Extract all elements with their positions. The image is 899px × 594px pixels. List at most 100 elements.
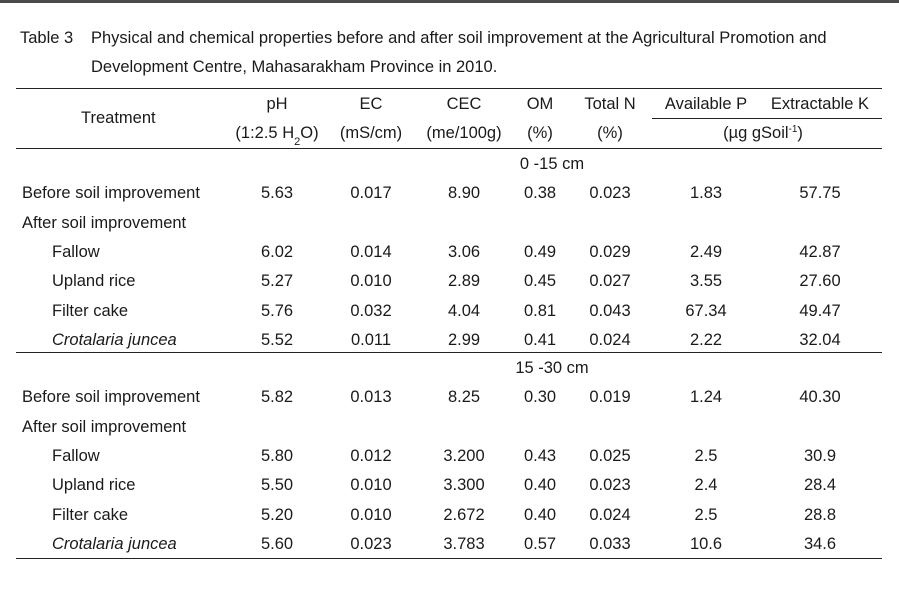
header-om: OM	[526, 95, 554, 113]
header-bottom-rule	[16, 148, 882, 149]
value-cell: 0.043	[589, 301, 631, 320]
value-cell: 0.014	[350, 242, 392, 261]
top-border-line	[0, 0, 899, 3]
value-cell: 0.032	[350, 301, 392, 320]
header-pk-unit: (µg gSoil-1)	[723, 123, 803, 146]
value-cell: 5.80	[260, 446, 294, 465]
treatment-cell: Upland rice	[52, 476, 136, 495]
value-cell: 1.24	[689, 388, 723, 407]
value-cell: 0.30	[523, 388, 557, 407]
value-cell: 3.06	[447, 242, 481, 261]
value-cell: 0.41	[523, 330, 557, 349]
value-cell: 4.04	[447, 301, 481, 320]
treatment-cell: Filter cake	[52, 505, 129, 524]
header-ec: EC	[359, 95, 383, 113]
value-cell: 0.010	[350, 476, 392, 495]
value-cell: 5.63	[260, 184, 294, 203]
value-cell: 2.89	[447, 272, 481, 291]
value-cell: 28.8	[803, 505, 837, 524]
value-cell: 2.4	[694, 476, 718, 495]
value-cell: 0.029	[589, 242, 631, 261]
value-cell: 0.024	[589, 505, 631, 524]
pk-unit-superscript: -1	[788, 124, 798, 135]
value-cell: 0.49	[523, 242, 557, 261]
value-cell: 5.60	[260, 534, 294, 553]
value-cell: 0.027	[589, 272, 631, 291]
value-cell: 34.6	[803, 534, 837, 553]
value-cell: 10.6	[689, 534, 723, 553]
value-cell: 5.27	[260, 272, 294, 291]
treatment-cell: Fallow	[52, 446, 100, 465]
value-cell: 1.83	[689, 184, 723, 203]
value-cell: 0.57	[523, 534, 557, 553]
header-ec-unit: (mS/cm)	[339, 124, 403, 142]
section-depth-label: 0 -15 cm	[519, 155, 585, 173]
value-cell: 0.81	[523, 301, 557, 320]
header-available-p: Available P	[664, 95, 748, 113]
header-treatment: Treatment	[81, 109, 156, 127]
value-cell: 0.023	[589, 476, 631, 495]
treatment-cell: After soil improvement	[22, 213, 187, 232]
value-cell: 5.20	[260, 505, 294, 524]
value-cell: 30.9	[803, 446, 837, 465]
table-label: Table 3	[20, 29, 74, 47]
treatment-cell: Crotalaria juncea	[52, 330, 177, 349]
header-cec-unit: (me/100g)	[426, 124, 502, 142]
value-cell: 49.47	[799, 301, 841, 320]
value-cell: 57.75	[799, 184, 841, 203]
caption-line-1: Physical and chemical properties before …	[91, 29, 827, 47]
pk-group-rule	[652, 118, 882, 119]
value-cell: 0.023	[589, 184, 631, 203]
treatment-cell: Before soil improvement	[22, 388, 200, 407]
value-cell: 2.5	[694, 446, 718, 465]
value-cell: 0.40	[523, 476, 557, 495]
value-cell: 2.672	[443, 505, 485, 524]
treatment-cell: After soil improvement	[22, 417, 187, 436]
table-bottom-rule	[16, 558, 882, 559]
pk-unit-tail: )	[797, 124, 803, 142]
value-cell: 0.025	[589, 446, 631, 465]
header-cec: CEC	[446, 95, 482, 113]
value-cell: 2.5	[694, 505, 718, 524]
value-cell: 0.017	[350, 184, 392, 203]
ph-unit-text: (1:2.5 H	[235, 124, 295, 142]
value-cell: 0.010	[350, 272, 392, 291]
header-ph: pH	[266, 95, 288, 113]
header-ph-unit: (1:2.5 H2O)	[235, 123, 319, 148]
value-cell: 0.013	[350, 388, 392, 407]
value-cell: 0.011	[350, 330, 392, 349]
treatment-cell: Upland rice	[52, 272, 136, 291]
value-cell: 6.02	[260, 242, 294, 261]
treatment-cell: Filter cake	[52, 301, 129, 320]
value-cell: 28.4	[803, 476, 837, 495]
header-total-n: Total N	[584, 95, 636, 113]
value-cell: 0.033	[589, 534, 631, 553]
value-cell: 3.200	[443, 446, 485, 465]
header-total-n-unit: (%)	[597, 124, 623, 142]
header-om-unit: (%)	[527, 124, 553, 142]
value-cell: 3.783	[443, 534, 485, 553]
value-cell: 3.55	[689, 272, 723, 291]
treatment-cell: Crotalaria juncea	[52, 534, 177, 553]
value-cell: 5.52	[260, 330, 294, 349]
value-cell: 8.90	[447, 184, 481, 203]
value-cell: 3.300	[443, 476, 485, 495]
ph-unit-tail: O)	[300, 124, 319, 142]
caption-line-2: Development Centre, Mahasarakham Provinc…	[91, 58, 498, 76]
value-cell: 42.87	[799, 242, 841, 261]
section-depth-label: 15 -30 cm	[515, 359, 589, 377]
value-cell: 2.22	[689, 330, 723, 349]
section-divider-rule	[16, 352, 882, 353]
value-cell: 2.99	[447, 330, 481, 349]
value-cell: 32.04	[799, 330, 841, 349]
value-cell: 0.010	[350, 505, 392, 524]
value-cell: 0.024	[589, 330, 631, 349]
header-extractable-k: Extractable K	[770, 95, 870, 113]
value-cell: 0.012	[350, 446, 392, 465]
value-cell: 67.34	[685, 301, 727, 320]
ph-unit-subscript: 2	[294, 136, 301, 148]
value-cell: 0.45	[523, 272, 557, 291]
value-cell: 27.60	[799, 272, 841, 291]
value-cell: 8.25	[447, 388, 481, 407]
value-cell: 0.43	[523, 446, 557, 465]
